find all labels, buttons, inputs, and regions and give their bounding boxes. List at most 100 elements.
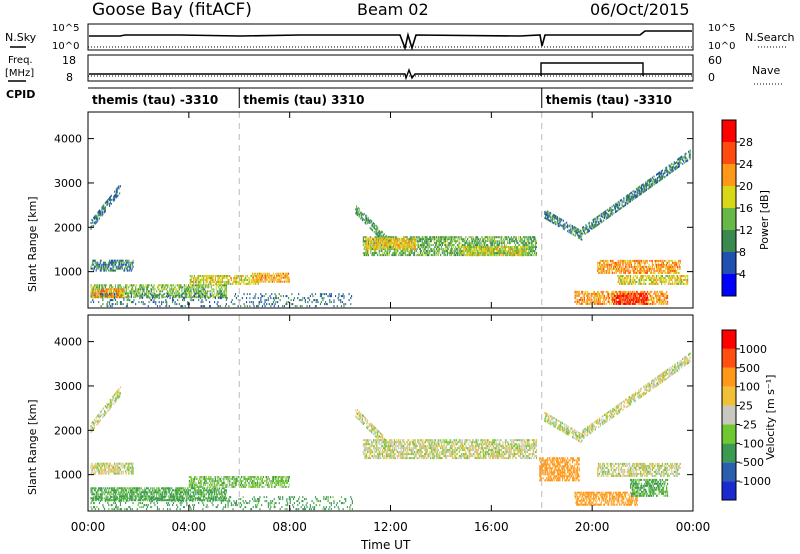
data-cell [609,265,611,268]
data-cell [194,277,196,279]
data-cell [221,288,223,291]
data-cell [650,265,652,268]
data-cell [380,231,382,234]
data-cell [644,190,646,193]
data-cell [642,275,644,277]
data-cell [260,274,262,277]
data-cell [375,247,377,250]
data-cell [448,236,450,239]
data-cell [171,292,173,295]
data-cell [163,286,165,289]
data-cell [577,290,580,293]
data-cell [198,281,201,283]
data-cell [471,246,473,249]
data-cell [669,265,671,268]
data-cell [438,236,440,239]
data-cell [204,292,206,295]
data-cell [509,254,511,257]
data-cell [391,245,393,248]
data-cell [403,245,405,248]
data-cell [141,297,143,300]
data-cell [204,296,206,299]
data-cell [158,301,160,304]
data-cell [127,288,129,291]
data-cell [496,246,498,249]
data-cell [610,208,612,211]
data-cell [118,290,120,293]
data-cell [397,239,399,242]
data-cell [96,267,98,270]
data-cell [668,259,670,262]
data-cell [435,240,438,243]
data-cell [434,252,436,255]
data-cell [576,229,578,232]
data-cell [424,244,426,247]
data-cell [394,247,396,250]
data-cell [377,247,379,250]
data-cell [158,292,160,295]
data-cell [166,284,168,287]
data-cell [598,269,600,272]
data-cell [679,267,681,270]
data-cell [525,236,527,239]
data-cell [600,219,602,222]
data-cell [660,265,662,268]
data-cell [622,277,624,279]
data-cell [426,236,428,239]
data-cell [518,250,520,253]
data-cell [359,212,361,215]
data-cell [493,252,495,255]
data-cell [618,206,620,209]
data-cell [173,288,175,291]
data-cell [96,218,98,221]
data-cell [629,281,631,283]
nave-trace [540,62,644,76]
data-cell [172,294,174,297]
data-cell [237,275,239,277]
data-cell [364,246,366,249]
data-cell [480,240,482,243]
data-cell [488,238,490,241]
data-cell [167,284,169,287]
data-cell [466,242,468,245]
data-cell [677,166,679,169]
data-cell [645,269,648,272]
data-cell [570,230,572,233]
data-cell [114,193,117,196]
data-cell [442,236,444,239]
data-cell [656,281,658,283]
data-cell [406,248,408,251]
data-cell [372,238,375,241]
data-cell [384,237,386,240]
data-cell [153,284,155,287]
data-cell [209,277,211,279]
data-cell [527,254,529,257]
data-cell [582,294,585,297]
data-cell [619,281,622,283]
data-cell [398,245,400,248]
data-cell [114,288,116,291]
data-cell [202,279,204,281]
data-cell [315,301,317,304]
data-cell [531,236,533,239]
data-cell [601,263,603,266]
data-cell [103,290,105,293]
data-cell [447,236,449,239]
data-cell [184,288,186,291]
data-cell [97,294,99,297]
data-cell [459,250,461,253]
data-cell [258,280,260,283]
data-cell [453,252,455,255]
data-cell [90,296,92,299]
data-cell [439,240,441,243]
data-cell [661,277,663,279]
data-cell [276,280,278,283]
data-cell [287,274,289,277]
data-cell [112,303,114,306]
data-cell [111,286,113,289]
data-cell [446,252,448,255]
data-cell [584,232,586,235]
data-cell [217,294,219,297]
data-cell [216,281,218,283]
data-cell [666,168,668,171]
